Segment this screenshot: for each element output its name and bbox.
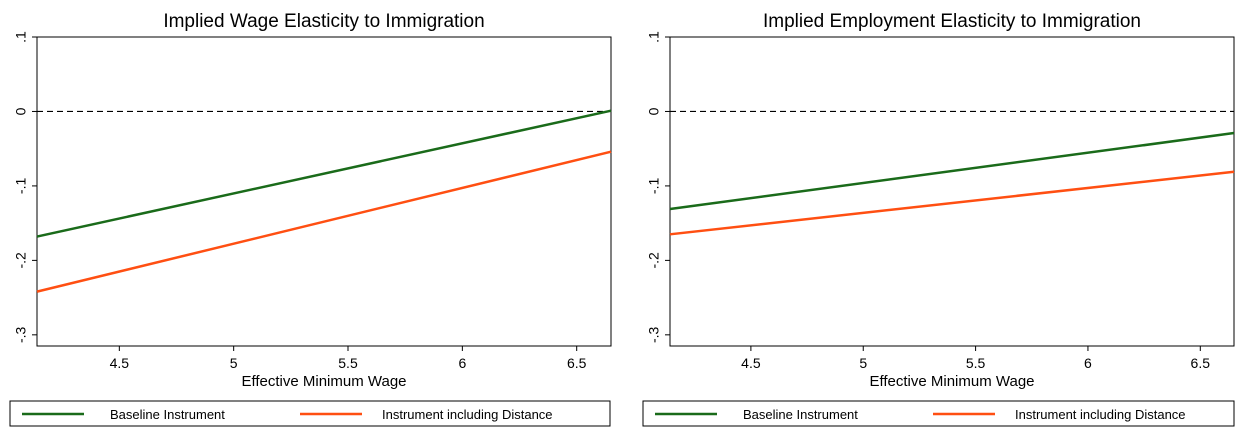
- x-tick-label: 6: [458, 355, 466, 371]
- series-line-1: [36, 109, 612, 238]
- x-tick-label: 5.5: [966, 355, 986, 371]
- x-tick-label: 5.5: [338, 355, 358, 371]
- legend-label-2: Instrument including Distance: [382, 407, 553, 422]
- chart-panel-1: Implied Wage Elasticity to Immigration .1…: [9, 11, 612, 427]
- series-line-1: [669, 131, 1235, 211]
- y-tick-label: -.2: [646, 252, 662, 269]
- y-tick-label: 0: [13, 107, 29, 115]
- y-tick-label: 0: [646, 107, 662, 115]
- chart-title: Implied Wage Elasticity to Immigration: [163, 11, 484, 32]
- y-tick-label: -.3: [13, 326, 29, 343]
- y-tick-label: -.3: [646, 326, 662, 343]
- legend-label-1: Baseline Instrument: [110, 407, 225, 422]
- x-tick-label: 4.5: [741, 355, 761, 371]
- y-tick-label: -.1: [13, 178, 29, 195]
- x-tick-label: 5: [230, 355, 238, 371]
- x-tick-label: 6: [1084, 355, 1092, 371]
- legend: Baseline Instrument Instrument including …: [9, 400, 611, 427]
- chart-panel-2: Implied Employment Elasticity to Immigra…: [642, 11, 1235, 427]
- plot-frame: [669, 36, 1235, 347]
- x-tick-label: 6.5: [1191, 355, 1211, 371]
- series-line-2: [36, 150, 612, 293]
- x-tick-label: 6.5: [567, 355, 587, 371]
- x-tick-label: 4.5: [110, 355, 130, 371]
- y-tick-label: -.2: [13, 252, 29, 269]
- y-tick-label: .1: [13, 31, 29, 43]
- legend: Baseline Instrument Instrument including …: [642, 400, 1235, 427]
- x-axis-label: Effective Minimum Wage: [241, 373, 406, 390]
- legend-label-1: Baseline Instrument: [743, 407, 858, 422]
- legend-label-2: Instrument including Distance: [1015, 407, 1186, 422]
- plot-frame: [36, 36, 612, 347]
- x-axis-label: Effective Minimum Wage: [869, 373, 1034, 390]
- x-tick-label: 5: [859, 355, 867, 371]
- series-line-2: [669, 170, 1235, 236]
- y-tick-label: .1: [646, 31, 662, 43]
- chart-title: Implied Employment Elasticity to Immigra…: [763, 11, 1141, 32]
- y-tick-label: -.1: [646, 178, 662, 195]
